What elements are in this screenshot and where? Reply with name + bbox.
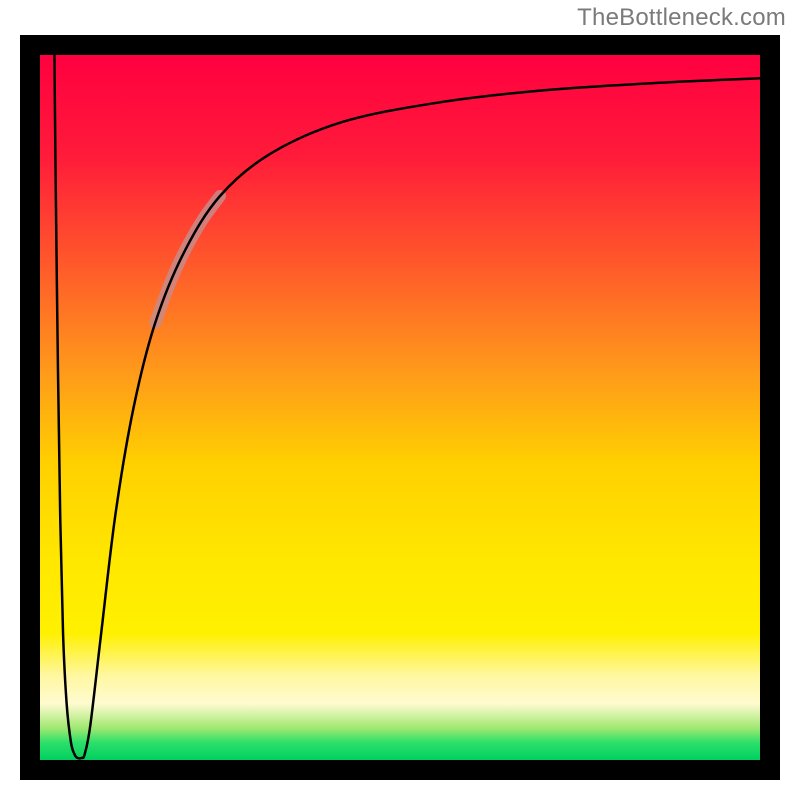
bottleneck-curve-chart — [20, 35, 780, 780]
watermark-text: TheBottleneck.com — [577, 4, 786, 32]
chart-container: TheBottleneck.com — [0, 0, 800, 800]
plot-frame — [20, 35, 780, 780]
